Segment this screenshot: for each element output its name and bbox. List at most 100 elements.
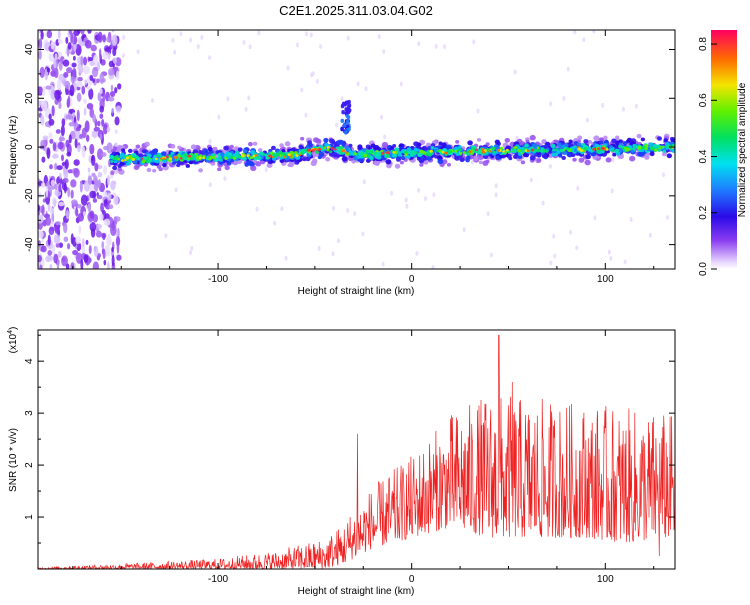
heatmap-noise-blob [97, 178, 101, 188]
snr-multiplier: (x104) [7, 327, 19, 354]
heatmap-noise-blob [105, 251, 111, 257]
heatmap-band-blob [671, 143, 675, 147]
heatmap-noise-blob [67, 187, 71, 198]
heatmap-noise-blob [72, 67, 77, 78]
heatmap-band-blob [298, 144, 304, 149]
heatmap-noise-blob [93, 175, 98, 184]
heatmap-noise-blob [48, 53, 55, 62]
heatmap-noise-blob [101, 241, 105, 250]
heatmap-band-blob [279, 143, 284, 148]
heatmap-x-tick-label: 100 [597, 274, 614, 285]
heatmap-band-blob [611, 149, 615, 152]
heatmap-band-blob [270, 145, 276, 151]
heatmap-noise-blob [57, 30, 61, 40]
heatmap-noise-blob [84, 39, 92, 49]
heatmap-band-blob [399, 160, 404, 165]
heatmap-noise-blob [99, 133, 103, 141]
heatmap-band-blob [146, 167, 152, 173]
heatmap-noise-blob [98, 48, 102, 59]
heatmap-speck [317, 245, 321, 251]
heatmap-band-blob [227, 152, 233, 157]
heatmap-band-blob [144, 141, 150, 147]
heatmap-noise-blob [72, 55, 76, 61]
heatmap-band-blob [315, 150, 319, 154]
heatmap-band-blob [138, 153, 144, 158]
heatmap-band-blob [392, 153, 398, 158]
heatmap-noise-blob [54, 225, 59, 233]
heatmap-noise-blob [61, 255, 68, 267]
heatmap-noise-blob [83, 98, 87, 104]
heatmap-speck [114, 129, 118, 135]
heatmap-speck [417, 187, 421, 193]
heatmap-band-blob [593, 135, 600, 142]
heatmap-speck [335, 122, 339, 128]
heatmap-band-blob [226, 161, 232, 166]
heatmap-band-blob [552, 148, 556, 152]
heatmap-noise-blob [76, 204, 82, 209]
heatmap-noise-blob [72, 249, 79, 256]
heatmap-speck [189, 37, 193, 43]
heatmap-noise-blob [101, 152, 107, 157]
heatmap-band-blob [494, 139, 500, 145]
heatmap-speck [315, 78, 319, 84]
heatmap-band-blob [212, 146, 218, 152]
heatmap-noise-blob [46, 67, 51, 73]
heatmap-speck [362, 179, 366, 185]
heatmap-band-blob [454, 149, 458, 153]
heatmap-noise-blob [91, 66, 99, 78]
heatmap-speck [634, 103, 638, 109]
heatmap-noise-blob [116, 254, 122, 261]
heatmap-noise-blob [67, 169, 74, 174]
heatmap-burst-blob [343, 123, 347, 128]
heatmap-band-blob [317, 155, 322, 160]
heatmap-band-blob [539, 149, 544, 153]
heatmap-band-blob [605, 148, 609, 151]
heatmap-band-blob [579, 149, 584, 153]
heatmap-noise-blob [88, 201, 92, 213]
heatmap-band-blob [223, 145, 229, 151]
heatmap-noise-blob [82, 56, 88, 66]
heatmap-band-blob [393, 150, 399, 155]
heatmap-noise-blob [52, 153, 59, 159]
heatmap-band-blob [377, 152, 382, 157]
heatmap-band-blob [664, 142, 670, 146]
heatmap-noise-blob [41, 156, 46, 163]
heatmap-band-blob [124, 158, 127, 162]
heatmap-band-blob [661, 151, 667, 157]
heatmap-band-blob [328, 152, 334, 157]
heatmap-band-blob [441, 150, 445, 154]
heatmap-band-blob [444, 151, 448, 155]
heatmap-speck [553, 253, 557, 259]
heatmap-noise-blob [56, 165, 63, 171]
heatmap-noise-blob [115, 236, 121, 247]
heatmap-noise-blob [112, 57, 117, 64]
heatmap-noise-blob [51, 105, 55, 117]
heatmap-noise-blob [86, 102, 94, 110]
heatmap-band-blob [614, 148, 620, 154]
heatmap-speck [122, 53, 126, 59]
heatmap-axes: -100 0 100 -40 -20 0 20 40 [24, 30, 675, 285]
heatmap-noise-blob [80, 30, 85, 35]
heatmap-speck [189, 250, 193, 256]
heatmap-band-blob [373, 144, 380, 151]
heatmap-noise-blob [109, 90, 116, 98]
heatmap-band-blob [198, 168, 203, 173]
heatmap-noise-blob [97, 92, 102, 102]
heatmap-noise-blob [45, 216, 51, 226]
heatmap-speck [585, 117, 589, 123]
heatmap-band-blob [329, 150, 333, 154]
heatmap-noise-blob [54, 183, 58, 190]
heatmap-band-blob [338, 145, 343, 150]
heatmap-speck [336, 238, 340, 244]
heatmap-speck [346, 35, 350, 41]
heatmap-band-blob [578, 157, 585, 163]
heatmap-speck [432, 192, 436, 198]
snr-y-tick-label: 4 [24, 358, 35, 364]
heatmap-speck [462, 227, 466, 233]
heatmap-noise-blob [64, 158, 69, 170]
heatmap-band-blob [566, 152, 572, 157]
heatmap-band-blob [112, 157, 116, 161]
heatmap-burst-blob [340, 103, 345, 109]
heatmap-band-blob [530, 148, 534, 152]
heatmap-speck [582, 37, 586, 43]
